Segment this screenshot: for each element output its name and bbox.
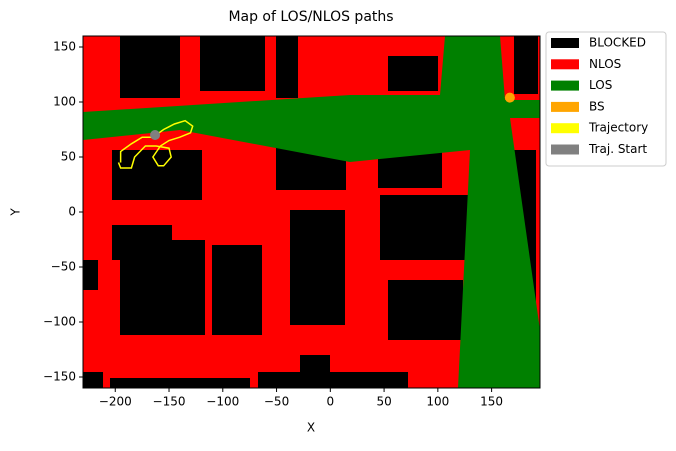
x-tick-label: 0 <box>326 395 334 409</box>
legend-swatch <box>551 59 579 70</box>
y-tick-label: 150 <box>53 40 76 54</box>
chart-title: Map of LOS/NLOS paths <box>228 9 393 25</box>
legend-swatch <box>551 144 579 155</box>
legend-swatch <box>551 123 579 134</box>
legend-label: BS <box>589 99 605 113</box>
legend-swatch <box>551 101 579 112</box>
y-axis-label: Y <box>9 208 23 217</box>
legend-label: Trajectory <box>588 121 648 135</box>
x-tick-label: −200 <box>99 395 132 409</box>
legend-swatch <box>551 38 579 48</box>
x-tick-label: −150 <box>153 395 186 409</box>
scatter-point <box>150 130 161 140</box>
x-tick-label: −50 <box>264 395 289 409</box>
x-tick-label: 100 <box>426 395 449 409</box>
y-tick-label: 50 <box>61 150 76 164</box>
map-regions <box>83 36 540 388</box>
legend-label: Traj. Start <box>588 142 647 156</box>
legend-label: LOS <box>589 78 612 92</box>
y-tick-label: −150 <box>43 370 76 384</box>
y-tick-label: −100 <box>43 315 76 329</box>
x-axis-label: X <box>307 421 315 435</box>
legend-label: NLOS <box>589 57 621 71</box>
y-tick-label: 0 <box>68 205 76 219</box>
x-tick-label: 150 <box>480 395 503 409</box>
x-tick-label: −100 <box>206 395 239 409</box>
scatter-point <box>504 92 515 103</box>
y-tick-label: 100 <box>53 95 76 109</box>
legend-swatch <box>551 80 579 91</box>
los-area <box>83 36 540 388</box>
x-tick-label: 50 <box>376 395 391 409</box>
y-tick-label: −50 <box>51 260 76 274</box>
legend-label: BLOCKED <box>589 36 646 50</box>
